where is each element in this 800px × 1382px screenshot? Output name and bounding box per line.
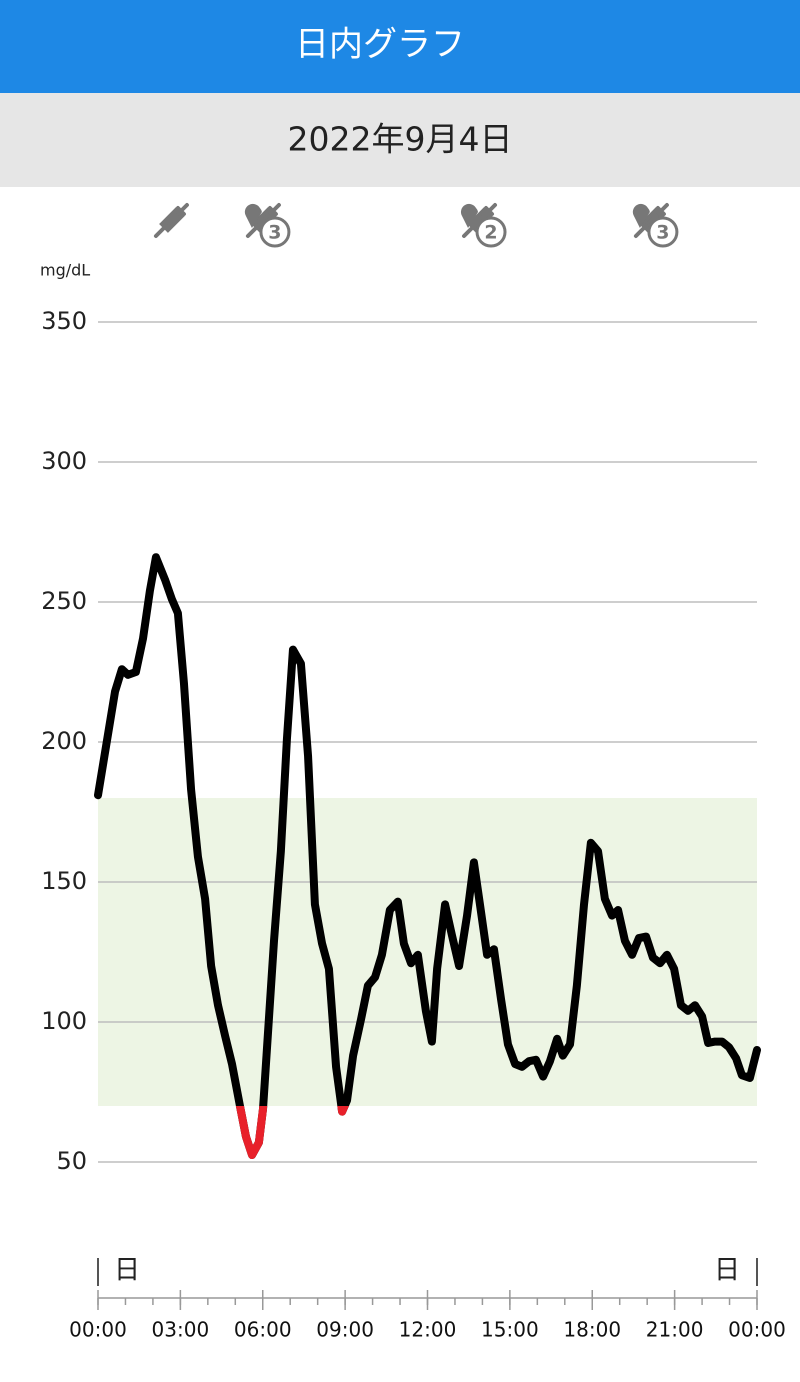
day-marker: 日 — [114, 1256, 140, 1286]
app-bar — [0, 0, 800, 93]
insulin-event[interactable] — [153, 203, 189, 238]
x-tick-label: 21:00 — [646, 1318, 704, 1342]
glucose-line — [94, 553, 761, 1159]
y-tick-label: 350 — [41, 307, 87, 335]
meal-icon — [244, 203, 262, 228]
y-axis-unit: mg/dL — [40, 261, 90, 280]
badge — [475, 216, 507, 248]
x-tick-label: 15:00 — [481, 1318, 539, 1342]
x-tick-label: 06:00 — [234, 1318, 292, 1342]
day-marker: 日 — [714, 1256, 740, 1286]
insulin-event[interactable]: 2 — [460, 203, 507, 248]
badge-number: 2 — [484, 222, 497, 244]
y-tick-label: 150 — [41, 867, 87, 895]
insulin-event[interactable]: 3 — [244, 203, 291, 248]
app-title: 日内グラフ — [295, 25, 465, 65]
syringe-icon — [153, 203, 189, 238]
syringe-icon — [462, 203, 498, 238]
date-label[interactable]: 2022年9月4日 — [288, 120, 513, 159]
x-tick-label: 12:00 — [399, 1318, 457, 1342]
y-tick-label: 50 — [56, 1147, 87, 1175]
meal-icon — [460, 203, 479, 228]
syringe-icon — [245, 203, 281, 238]
meal-icon — [632, 203, 650, 228]
syringe-icon — [633, 203, 669, 238]
x-tick-label: 00:00 — [69, 1318, 127, 1342]
badge-number: 3 — [656, 222, 669, 244]
y-tick-label: 200 — [41, 727, 87, 755]
badge — [647, 216, 679, 248]
x-tick-label: 18:00 — [563, 1318, 621, 1342]
x-tick-label: 03:00 — [152, 1318, 210, 1342]
x-tick-label: 09:00 — [316, 1318, 374, 1342]
y-tick-label: 250 — [41, 587, 87, 615]
date-bar — [0, 93, 800, 187]
x-tick-label: 00:00 — [728, 1318, 786, 1342]
y-tick-label: 100 — [41, 1007, 87, 1035]
badge-number: 3 — [268, 222, 281, 244]
badge — [259, 216, 291, 248]
insulin-event[interactable]: 3 — [632, 203, 679, 248]
y-tick-label: 300 — [41, 447, 87, 475]
